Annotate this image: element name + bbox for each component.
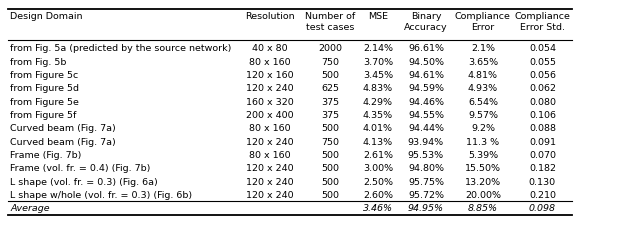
Text: 0.088: 0.088 <box>529 124 556 133</box>
Text: 3.70%: 3.70% <box>363 57 393 66</box>
Text: 95.75%: 95.75% <box>408 177 444 186</box>
Text: 500: 500 <box>321 124 339 133</box>
Text: 4.93%: 4.93% <box>468 84 498 93</box>
Text: 0.098: 0.098 <box>529 204 556 213</box>
Text: 200 x 400: 200 x 400 <box>246 110 294 119</box>
Text: 94.80%: 94.80% <box>408 164 444 172</box>
Text: 4.29%: 4.29% <box>363 97 393 106</box>
Text: Curved beam (Fig. 7a): Curved beam (Fig. 7a) <box>10 124 116 133</box>
Text: 94.50%: 94.50% <box>408 57 444 66</box>
Text: Curved beam (Fig. 7a): Curved beam (Fig. 7a) <box>10 137 116 146</box>
Text: 2.1%: 2.1% <box>471 44 495 53</box>
Text: 4.81%: 4.81% <box>468 71 498 79</box>
Text: Binary
Accuracy: Binary Accuracy <box>404 12 448 31</box>
Text: from Fig. 5b: from Fig. 5b <box>10 57 67 66</box>
Text: 3.65%: 3.65% <box>468 57 498 66</box>
Text: 500: 500 <box>321 190 339 199</box>
Text: 120 x 240: 120 x 240 <box>246 137 294 146</box>
Text: 11.3 %: 11.3 % <box>467 137 499 146</box>
Text: L shape w/hole (vol. fr. = 0.3) (Fig. 6b): L shape w/hole (vol. fr. = 0.3) (Fig. 6b… <box>10 190 193 199</box>
Text: from Figure 5d: from Figure 5d <box>10 84 79 93</box>
Text: 8.85%: 8.85% <box>468 204 498 213</box>
Text: 2.50%: 2.50% <box>363 177 393 186</box>
Text: 5.39%: 5.39% <box>468 150 498 159</box>
Text: 120 x 240: 120 x 240 <box>246 177 294 186</box>
Text: 94.61%: 94.61% <box>408 71 444 79</box>
Text: 120 x 240: 120 x 240 <box>246 190 294 199</box>
Text: 95.53%: 95.53% <box>408 150 444 159</box>
Text: MSE: MSE <box>368 12 388 21</box>
Text: 3.46%: 3.46% <box>363 204 393 213</box>
Text: 120 x 160: 120 x 160 <box>246 71 294 79</box>
Text: 20.00%: 20.00% <box>465 190 501 199</box>
Text: 2000: 2000 <box>318 44 342 53</box>
Text: 120 x 240: 120 x 240 <box>246 84 294 93</box>
Text: 13.20%: 13.20% <box>465 177 501 186</box>
Text: 4.35%: 4.35% <box>363 110 393 119</box>
Text: 40 x 80: 40 x 80 <box>252 44 287 53</box>
Text: 0.055: 0.055 <box>529 57 556 66</box>
Text: from Figure 5e: from Figure 5e <box>10 97 79 106</box>
Text: 0.091: 0.091 <box>529 137 556 146</box>
Text: 120 x 240: 120 x 240 <box>246 164 294 172</box>
Text: 2.14%: 2.14% <box>363 44 393 53</box>
Text: 94.95%: 94.95% <box>408 204 444 213</box>
Text: 94.46%: 94.46% <box>408 97 444 106</box>
Text: 0.182: 0.182 <box>529 164 556 172</box>
Text: 625: 625 <box>321 84 339 93</box>
Text: 80 x 160: 80 x 160 <box>249 124 291 133</box>
Text: 95.72%: 95.72% <box>408 190 444 199</box>
Text: Compliance
Error: Compliance Error <box>455 12 511 31</box>
Text: 750: 750 <box>321 137 339 146</box>
Text: 94.44%: 94.44% <box>408 124 444 133</box>
Text: 0.210: 0.210 <box>529 190 556 199</box>
Text: 3.45%: 3.45% <box>363 71 393 79</box>
Text: Number of
test cases: Number of test cases <box>305 12 355 31</box>
Text: 93.94%: 93.94% <box>408 137 444 146</box>
Text: 9.57%: 9.57% <box>468 110 498 119</box>
Text: from Figure 5c: from Figure 5c <box>10 71 79 79</box>
Text: 9.2%: 9.2% <box>471 124 495 133</box>
Text: Resolution: Resolution <box>245 12 294 21</box>
Text: 500: 500 <box>321 164 339 172</box>
Text: Average: Average <box>10 204 50 213</box>
Text: 500: 500 <box>321 150 339 159</box>
Text: Frame (Fig. 7b): Frame (Fig. 7b) <box>10 150 82 159</box>
Text: 0.070: 0.070 <box>529 150 556 159</box>
Text: 750: 750 <box>321 57 339 66</box>
Text: 500: 500 <box>321 71 339 79</box>
Text: 4.83%: 4.83% <box>363 84 393 93</box>
Text: from Fig. 5a (predicted by the source network): from Fig. 5a (predicted by the source ne… <box>10 44 232 53</box>
Text: 6.54%: 6.54% <box>468 97 498 106</box>
Text: 3.00%: 3.00% <box>363 164 393 172</box>
Text: 2.60%: 2.60% <box>363 190 393 199</box>
Text: 4.01%: 4.01% <box>363 124 393 133</box>
Text: 2.61%: 2.61% <box>363 150 393 159</box>
Text: from Figure 5f: from Figure 5f <box>10 110 77 119</box>
Text: 0.106: 0.106 <box>529 110 556 119</box>
Text: 0.054: 0.054 <box>529 44 556 53</box>
Text: Compliance
Error Std.: Compliance Error Std. <box>515 12 570 31</box>
Text: 160 x 320: 160 x 320 <box>246 97 294 106</box>
Text: Design Domain: Design Domain <box>10 12 83 21</box>
Text: 80 x 160: 80 x 160 <box>249 57 291 66</box>
Text: 375: 375 <box>321 97 339 106</box>
Text: 0.130: 0.130 <box>529 177 556 186</box>
Text: 94.59%: 94.59% <box>408 84 444 93</box>
Text: Frame (vol. fr. = 0.4) (Fig. 7b): Frame (vol. fr. = 0.4) (Fig. 7b) <box>10 164 150 172</box>
Text: L shape (vol. fr. = 0.3) (Fig. 6a): L shape (vol. fr. = 0.3) (Fig. 6a) <box>10 177 158 186</box>
Text: 0.080: 0.080 <box>529 97 556 106</box>
Text: 375: 375 <box>321 110 339 119</box>
Text: 500: 500 <box>321 177 339 186</box>
Text: 0.062: 0.062 <box>529 84 556 93</box>
Text: 96.61%: 96.61% <box>408 44 444 53</box>
Text: 80 x 160: 80 x 160 <box>249 150 291 159</box>
Text: 4.13%: 4.13% <box>363 137 393 146</box>
Text: 0.056: 0.056 <box>529 71 556 79</box>
Text: 94.55%: 94.55% <box>408 110 444 119</box>
Text: 15.50%: 15.50% <box>465 164 501 172</box>
